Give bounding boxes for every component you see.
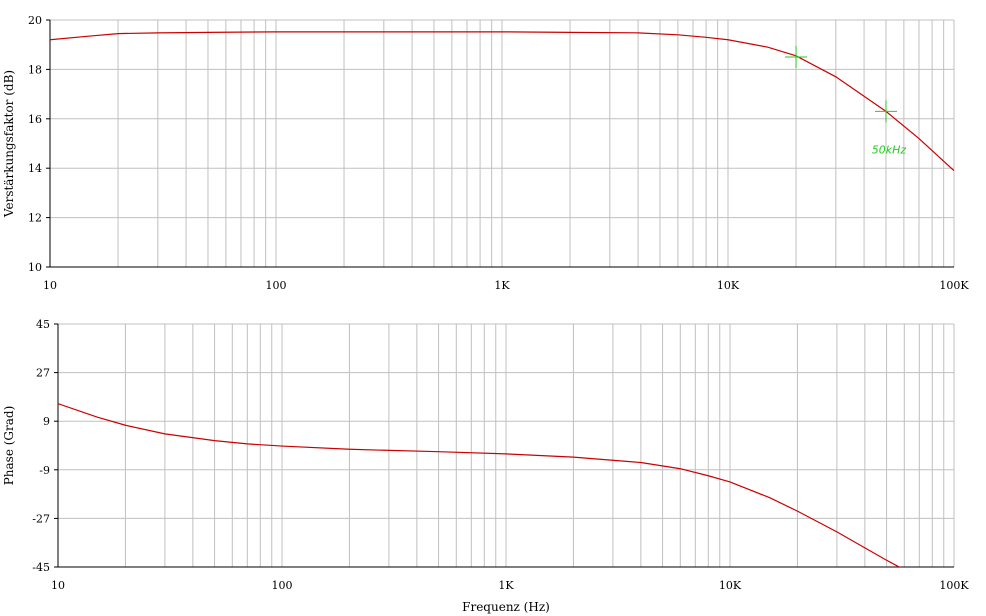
cursor-marker (785, 46, 808, 69)
y-tick-label: 27 (36, 367, 50, 380)
y-tick-label: 20 (28, 14, 42, 27)
y-tick-label: 14 (28, 162, 42, 175)
y-tick-label: 10 (28, 261, 42, 274)
x-tick-label: 1K (494, 279, 510, 292)
x-tick-label: 100K (939, 279, 969, 292)
y-tick-label: -9 (39, 464, 50, 477)
gain-chart: 10 12 14 16 18 20 10 100 1K 10K 100K Verstärkungsfa… (2, 14, 969, 292)
y-tick-label: 9 (43, 415, 50, 428)
y-tick-label: 18 (28, 63, 42, 76)
x-tick-label: 100 (272, 579, 293, 592)
x-tick-label: 10 (43, 279, 57, 292)
x-tick-label: 100K (939, 579, 969, 592)
x-axis-title: Frequenz (Hz) (462, 600, 550, 614)
phase-chart: -45 -27 -9 9 27 45 10 100 1K 10K 100K Phase (Grad) F… (2, 318, 969, 614)
cursor-marker (874, 100, 897, 123)
marker-label: 50kHz (872, 143, 907, 156)
x-tick-label: 10 (51, 579, 65, 592)
y-axis-title: Phase (Grad) (2, 406, 16, 486)
x-tick-label: 100 (266, 279, 287, 292)
y-tick-label: 16 (28, 113, 42, 126)
y-tick-label: 12 (28, 212, 42, 225)
x-tick-label: 1K (498, 579, 514, 592)
y-tick-label: 45 (36, 318, 50, 331)
gridlines (50, 19, 955, 267)
y-axis-title: Verstärkungsfaktor (dB) (2, 70, 16, 218)
series-line (50, 31, 954, 172)
gridlines (58, 323, 955, 567)
series-line (58, 403, 901, 567)
y-tick-label: -45 (32, 561, 50, 574)
x-tick-label: 10K (717, 279, 740, 292)
y-tick-label: -27 (32, 512, 50, 525)
x-tick-label: 10K (719, 579, 742, 592)
